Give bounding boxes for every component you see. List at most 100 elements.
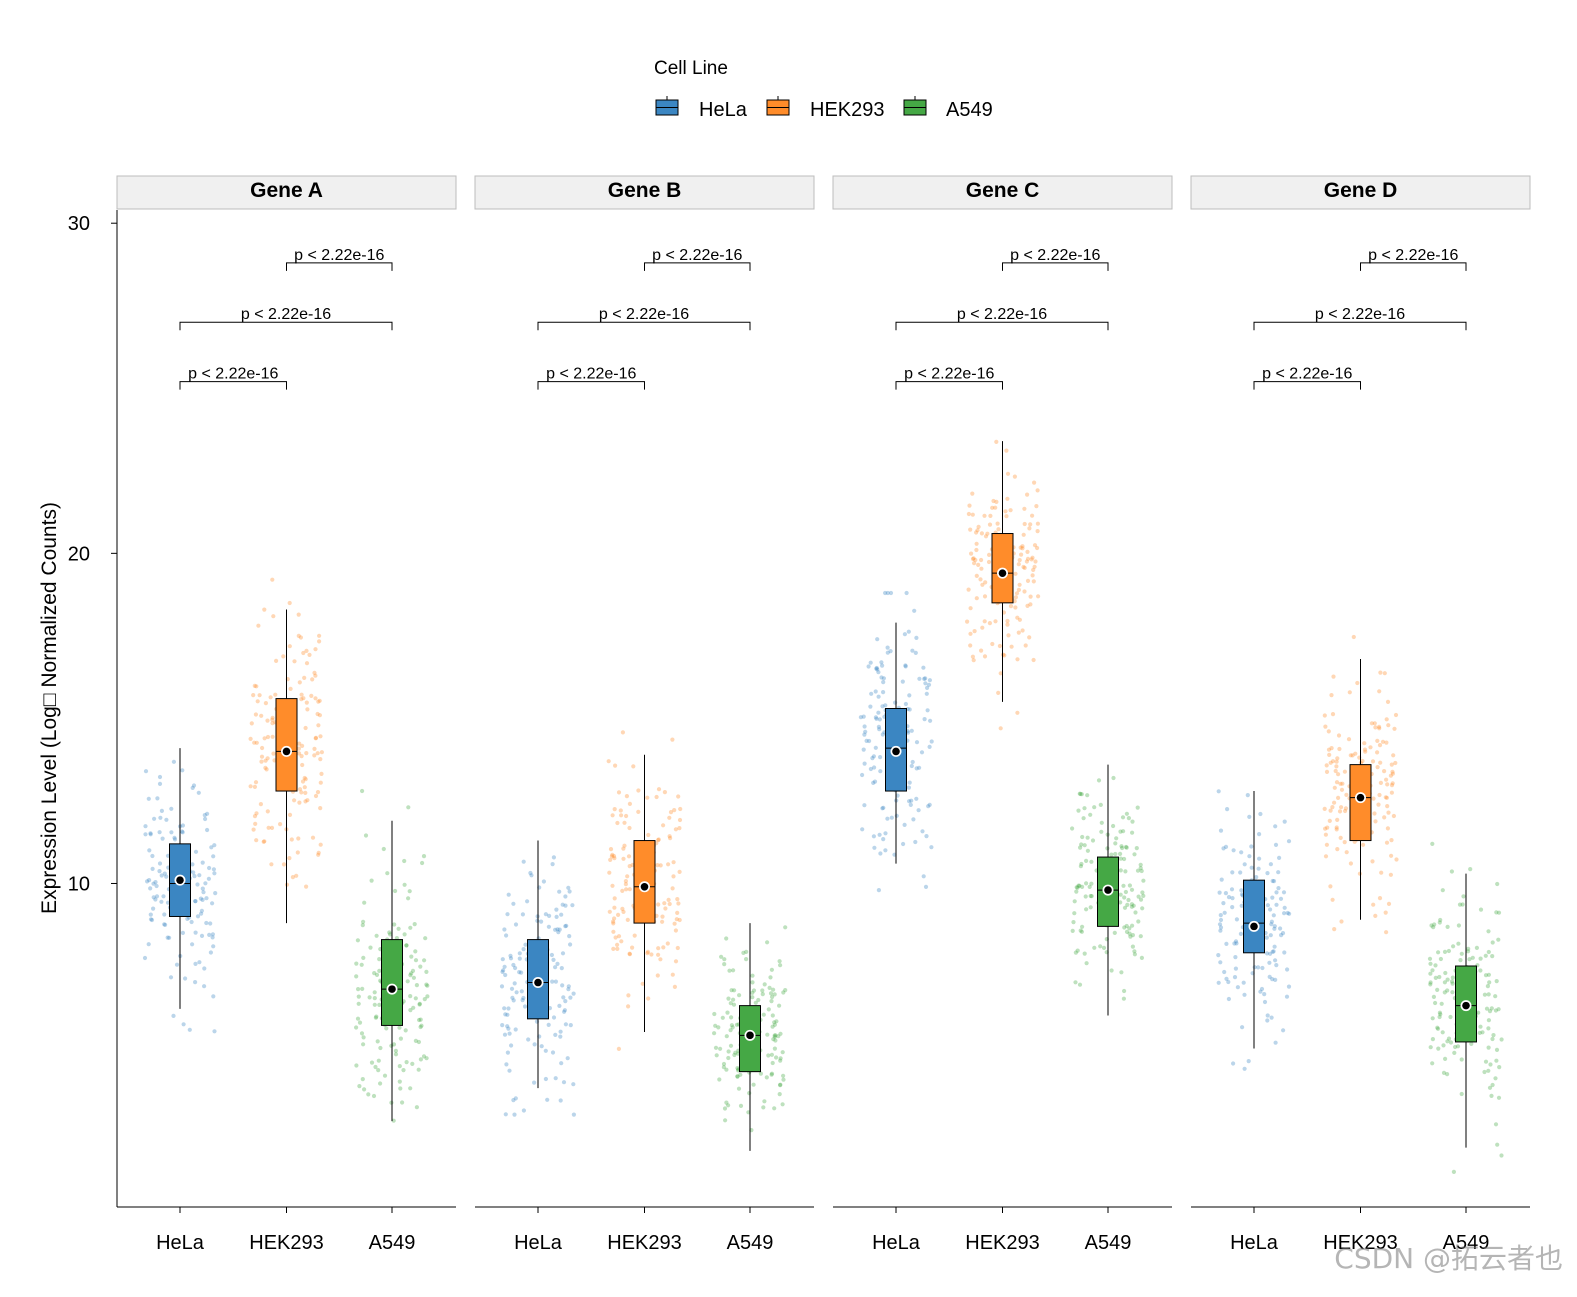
legend-item-hek293[interactable]: HEK293 (766, 96, 885, 121)
data-point (1088, 812, 1093, 817)
data-point (756, 997, 761, 1003)
data-point (1111, 823, 1116, 829)
data-point (1129, 887, 1135, 892)
data-point (1270, 895, 1275, 900)
data-point (513, 1027, 518, 1032)
data-point (555, 927, 560, 932)
data-point (190, 785, 195, 791)
data-point (627, 801, 633, 807)
data-point (1031, 657, 1036, 663)
data-point (1389, 838, 1394, 843)
data-point (249, 721, 254, 726)
data-point (731, 968, 736, 973)
data-point (777, 959, 782, 964)
data-point (212, 871, 217, 876)
mean-point (998, 569, 1007, 577)
data-point (1278, 896, 1284, 901)
data-point (193, 899, 198, 904)
data-point (310, 677, 315, 682)
data-point (560, 951, 566, 956)
data-point (1384, 777, 1389, 782)
data-point (615, 820, 620, 826)
data-point (1222, 969, 1227, 975)
data-point (1334, 764, 1339, 769)
data-point (269, 862, 274, 867)
data-point (425, 983, 430, 988)
legend-item-hela[interactable]: HeLa (655, 96, 748, 121)
data-point (302, 775, 307, 781)
data-point (1129, 904, 1134, 909)
data-point (737, 993, 742, 998)
data-point (1017, 582, 1022, 587)
legend-item-a549[interactable]: A549 (903, 96, 993, 121)
data-point (304, 700, 309, 705)
data-point (287, 856, 292, 861)
data-point (424, 982, 429, 987)
y-axis-label: Expression Level (Log□ Normalized Counts… (38, 502, 61, 914)
data-point (626, 1004, 631, 1009)
data-point (529, 873, 534, 878)
facet-title: Gene C (966, 179, 1040, 202)
data-point (974, 530, 979, 535)
data-point (1494, 910, 1499, 915)
data-point (318, 757, 323, 762)
data-point (393, 1048, 398, 1053)
data-point (760, 988, 765, 993)
data-point (313, 647, 318, 652)
data-point (1435, 1026, 1441, 1031)
data-point (735, 1066, 740, 1071)
data-point (1334, 825, 1339, 830)
data-point (721, 1065, 727, 1070)
data-point (369, 878, 374, 883)
data-point (1390, 771, 1395, 776)
data-point (262, 839, 267, 844)
data-point (665, 941, 670, 946)
data-point (204, 920, 209, 926)
data-point (372, 971, 377, 976)
box-hek293[interactable] (275, 698, 298, 792)
facet-strip (1190, 175, 1531, 210)
data-point (668, 836, 673, 841)
data-point (263, 758, 268, 763)
data-point (971, 658, 976, 663)
data-point (1141, 893, 1146, 899)
box-hela[interactable] (1243, 879, 1265, 954)
data-point (1386, 901, 1392, 907)
data-point (980, 582, 985, 587)
data-point (207, 932, 212, 938)
data-point (1218, 928, 1223, 933)
data-point (883, 590, 888, 596)
data-point (1460, 902, 1465, 907)
data-point (1467, 957, 1472, 962)
data-point (735, 1074, 740, 1079)
data-point (511, 962, 516, 968)
data-point (1495, 1142, 1500, 1147)
data-point (1105, 846, 1110, 851)
facet-title: Gene B (608, 179, 682, 202)
data-point (1453, 1044, 1458, 1050)
data-point (985, 531, 990, 536)
data-point (1456, 941, 1461, 946)
data-point (517, 951, 522, 956)
data-point (511, 901, 516, 906)
data-point (408, 1086, 413, 1091)
data-point (1122, 895, 1127, 900)
data-point (374, 1014, 379, 1019)
data-point (506, 1006, 511, 1011)
legend: Cell Line HeLa HEK293 A549 (654, 58, 993, 121)
p-value-label: p < 2.22e-16 (241, 306, 331, 323)
data-point (198, 896, 203, 901)
data-point (996, 527, 1001, 532)
box-a549[interactable] (381, 939, 403, 1026)
data-point (1430, 1037, 1435, 1042)
data-point (663, 906, 668, 911)
data-point (1449, 979, 1455, 984)
data-point (1098, 802, 1103, 808)
data-point (1025, 556, 1031, 562)
data-point (1035, 488, 1040, 493)
data-point (509, 1043, 514, 1048)
data-point (154, 894, 160, 899)
data-point (315, 790, 321, 795)
data-point (1334, 759, 1339, 764)
data-point (876, 710, 881, 715)
